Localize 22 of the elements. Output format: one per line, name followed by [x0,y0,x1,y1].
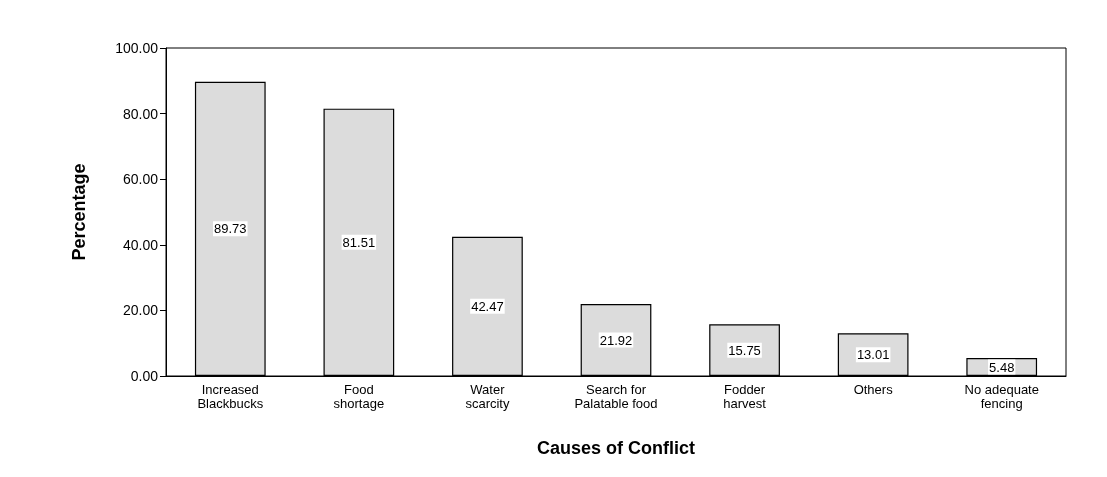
data-label: 5.48 [989,359,1015,375]
x-tick-label: Fodder harvest [723,381,767,411]
y-tick-label: 100.00 [115,40,159,56]
x-tick-label: Search for Palatable food [574,381,658,411]
y-tick-label: 40.00 [122,236,159,253]
x-tick-label: Water scarcity [465,381,510,411]
x-tick-label: Food shortage [333,381,385,411]
x-tick-label: Others [853,381,894,397]
y-tick-label: 60.00 [122,171,159,188]
y-axis-title: Percentage [69,163,89,261]
data-label: 42.47 [471,298,504,314]
x-axis-title: Causes of Conflict [536,438,696,458]
y-tick-label: 80.00 [122,105,159,122]
x-tick-label: No adequate fencing [964,381,1039,411]
y-tick-label: 20.00 [122,302,159,319]
data-label: 15.75 [728,342,761,358]
data-label: 13.01 [856,347,890,363]
data-label: 21.92 [599,332,633,348]
x-tick-label: Increased Blackbucks [197,381,264,411]
data-label: 81.51 [342,234,376,250]
y-tick-label: 0.00 [130,368,159,384]
data-label: 89.73 [214,221,247,237]
